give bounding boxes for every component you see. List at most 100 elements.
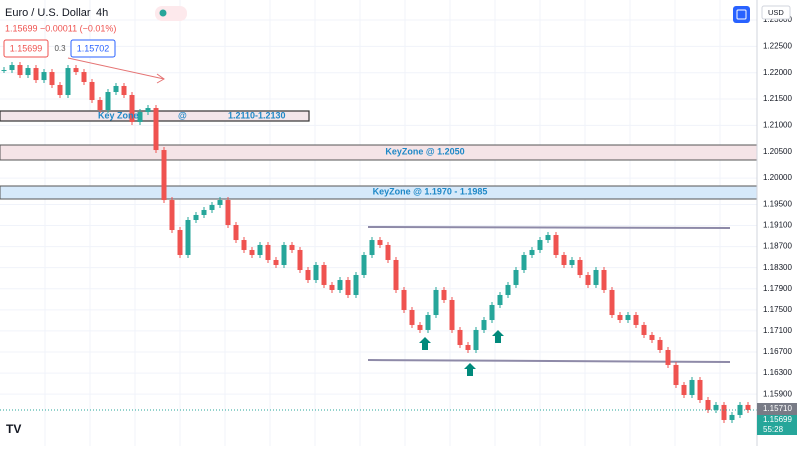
candle [489, 304, 495, 321]
zone-label: Key Zone [98, 110, 139, 120]
sell-price: 1.15699 [10, 43, 43, 53]
candle [97, 100, 103, 111]
candle [201, 209, 207, 215]
up-arrow [492, 330, 504, 343]
candle [33, 68, 39, 81]
buy-button[interactable] [70, 39, 116, 58]
candle [65, 68, 71, 96]
candle [393, 259, 399, 290]
candle [609, 289, 615, 316]
candle [713, 404, 719, 410]
candle [129, 95, 135, 122]
candle [329, 284, 335, 290]
y-tick-label: 1.21000 [763, 121, 792, 130]
candle [697, 379, 703, 401]
candle [577, 259, 583, 276]
candle [673, 364, 679, 385]
y-tick-label: 1.18300 [763, 263, 792, 272]
y-tick-label: 1.17100 [763, 326, 792, 335]
up-arrow [419, 337, 431, 350]
y-tick-label: 1.20000 [763, 173, 792, 182]
candle [289, 244, 295, 250]
arrows [419, 330, 504, 376]
candle [681, 384, 687, 395]
market-dot [159, 9, 167, 17]
last-price-tag [757, 415, 797, 435]
candle [473, 329, 479, 350]
candle [177, 230, 183, 255]
candle [249, 249, 255, 255]
arrow-head [156, 73, 165, 84]
candles [1, 62, 751, 423]
currency: USD [768, 8, 784, 17]
candle [465, 344, 471, 350]
candle [9, 65, 15, 71]
candle [545, 235, 551, 241]
candle [233, 225, 239, 241]
candle [561, 254, 567, 265]
countdown: 55:28 [763, 425, 784, 434]
candle [529, 249, 535, 255]
candle [425, 315, 431, 330]
candle [41, 72, 47, 81]
candle [345, 280, 351, 295]
currency-button[interactable] [761, 5, 791, 20]
candle [145, 108, 151, 113]
trend-arrow [67, 57, 165, 80]
candle [705, 400, 711, 410]
candle [417, 324, 423, 330]
y-axis: 1.23000 1.22500 1.22000 1.21500 1.21000 1.205… [763, 15, 792, 398]
candle [273, 259, 279, 265]
candle [601, 270, 607, 290]
y-tick-label: 1.23000 [763, 15, 792, 24]
y-tick-label: 1.18700 [763, 242, 792, 251]
candle [377, 240, 383, 245]
last-price-text: 1.15699 [763, 415, 792, 424]
candle [569, 259, 575, 265]
icon [736, 9, 747, 20]
candle [297, 249, 303, 271]
sell-button[interactable] [3, 39, 49, 58]
candle [225, 200, 231, 226]
y-tick-label: 1.21500 [763, 94, 792, 103]
candle [617, 315, 623, 321]
candle [25, 68, 31, 76]
candle [105, 92, 111, 111]
y-tick-label: 1.19500 [763, 200, 792, 209]
candle [17, 65, 23, 76]
resistance-line [367, 226, 731, 229]
candle [593, 270, 599, 285]
candle [321, 264, 327, 285]
candle [721, 404, 727, 420]
y-tick-label: 1.16700 [763, 347, 792, 356]
y-tick-label: 1.22500 [763, 41, 792, 50]
buy-price: 1.15702 [77, 43, 110, 53]
candle [305, 270, 311, 281]
y-tick-label: 1.19100 [763, 221, 792, 230]
candle [193, 214, 199, 220]
candle [665, 349, 671, 365]
y-tick-label: 1.15900 [763, 389, 792, 398]
candle [257, 244, 263, 255]
candle [369, 240, 375, 255]
candle [153, 108, 159, 151]
candle [585, 275, 591, 285]
fullscreen-button[interactable] [733, 6, 750, 23]
key-zone-box [0, 144, 758, 161]
interval: 4h [96, 7, 108, 19]
candle [1, 70, 7, 72]
zone-label: KeyZone @ 1.1970 - 1.1985 [373, 186, 488, 196]
candle [185, 219, 191, 255]
up-arrow [464, 363, 476, 376]
candle [401, 289, 407, 311]
candle [241, 240, 247, 250]
zone-label: @ [178, 110, 187, 120]
candle [353, 275, 359, 295]
y-tick-label: 1.16300 [763, 368, 792, 377]
candle [457, 329, 463, 345]
logo: TV [6, 422, 21, 436]
candle [513, 270, 519, 285]
y-tick-label: 1.17500 [763, 305, 792, 314]
